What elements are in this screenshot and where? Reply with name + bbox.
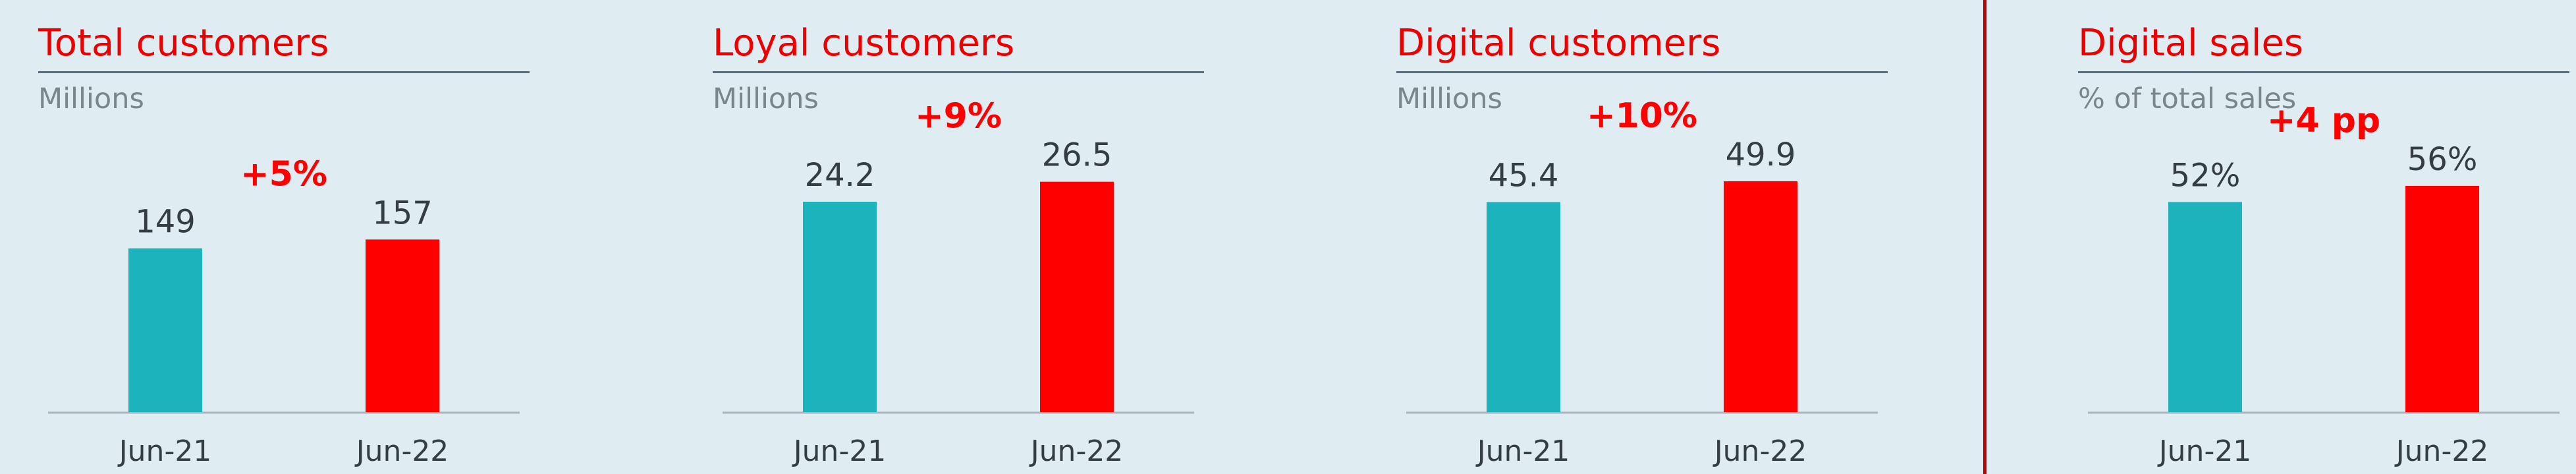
bar-jun-22	[1724, 181, 1797, 412]
bar-jun-22	[366, 239, 439, 412]
title-divider	[1396, 71, 1888, 73]
bar-jun-21	[2168, 202, 2242, 412]
x-tick-label: Jun-22	[1029, 434, 1124, 468]
bar-jun-21	[803, 202, 877, 412]
chart-subtitle: Millions	[713, 82, 819, 115]
x-tick-label: Jun-21	[2157, 434, 2252, 468]
bar-value-label: 45.4	[1489, 157, 1559, 194]
title-divider	[2078, 71, 2569, 73]
change-annotation: +9%	[915, 97, 1002, 136]
change-annotation: +10%	[1587, 96, 1697, 136]
bar-chart: 45.4 Jun-21 49.9 Jun-22 +10%	[1406, 96, 1878, 468]
chart-title: Total customers	[38, 22, 329, 65]
chart-subtitle: Millions	[38, 82, 144, 115]
bar-jun-21	[1487, 202, 1560, 412]
bar-jun-21	[128, 248, 202, 412]
bar-value-label: 52%	[2170, 157, 2241, 194]
bar-value-label: 26.5	[1042, 137, 1112, 174]
chart-title: Digital customers	[1396, 22, 1721, 65]
bar-chart: 52% Jun-21 56% Jun-22 +4 pp	[2088, 101, 2560, 468]
x-tick-label: Jun-21	[1475, 434, 1570, 468]
bar-jun-22	[1040, 181, 1114, 412]
bar-value-label: 157	[372, 194, 433, 231]
chart-panel-digital-sales: Digital sales % of total sales 52% Jun-21…	[2078, 0, 2569, 474]
chart-subtitle: % of total sales	[2078, 82, 2297, 115]
x-tick-label: Jun-21	[792, 434, 887, 468]
change-annotation: +4 pp	[2267, 101, 2380, 140]
chart-subtitle: Millions	[1396, 82, 1502, 115]
x-tick-label: Jun-21	[117, 434, 212, 468]
x-tick-label: Jun-22	[2394, 434, 2489, 468]
bar-value-label: 56%	[2407, 141, 2478, 178]
chart-title: Digital sales	[2078, 22, 2304, 65]
bar-chart: 149 Jun-21 157 Jun-22 +5%	[48, 154, 520, 468]
chart-panel-total-customers: Total customers Millions 149 Jun-21 157 Jun…	[38, 0, 530, 474]
bar-chart: 24.2 Jun-21 26.5 Jun-22 +9%	[723, 97, 1194, 468]
bar-value-label: 49.9	[1726, 136, 1796, 173]
x-tick-label: Jun-22	[354, 434, 449, 468]
chart-panel-digital-customers: Digital customers Millions 45.4 Jun-21 49.…	[1396, 0, 1888, 474]
title-divider	[38, 71, 530, 73]
bar-jun-22	[2405, 185, 2479, 412]
title-divider	[713, 71, 1204, 73]
bar-value-label: 24.2	[805, 157, 875, 194]
change-annotation: +5%	[240, 154, 327, 194]
x-tick-label: Jun-22	[1713, 434, 1807, 468]
bar-value-label: 149	[135, 204, 196, 241]
section-divider	[1983, 0, 1987, 474]
chart-title: Loyal customers	[713, 22, 1015, 65]
chart-panel-loyal-customers: Loyal customers Millions 24.2 Jun-21 26.5 J…	[713, 0, 1204, 474]
